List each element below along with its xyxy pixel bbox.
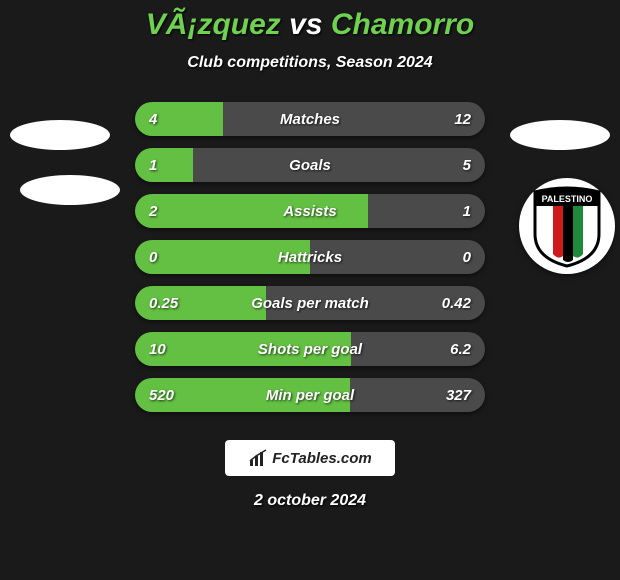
chart-icon: [248, 448, 268, 468]
footer-date: 2 october 2024: [254, 492, 366, 510]
stat-row: 21Assists: [135, 194, 485, 228]
avatar-left-2: [20, 175, 120, 205]
subtitle: Club competitions, Season 2024: [187, 54, 432, 72]
avatar-right-1: [510, 120, 610, 150]
ellipse-placeholder: [510, 120, 610, 150]
avatar-left-1: [10, 120, 110, 150]
title-player1: VÃ¡zquez: [146, 8, 281, 41]
brand-text: FcTables.com: [272, 450, 371, 467]
palestino-shield-icon: PALESTINO: [531, 184, 603, 268]
stat-row: 15Goals: [135, 148, 485, 182]
stat-row: 412Matches: [135, 102, 485, 136]
stat-row: 00Hattricks: [135, 240, 485, 274]
title-vs: vs: [281, 8, 331, 41]
avatar-right-2-crest: PALESTINO: [519, 178, 615, 274]
stat-label: Goals per match: [135, 295, 485, 312]
stat-label: Min per goal: [135, 387, 485, 404]
stat-row: 520327Min per goal: [135, 378, 485, 412]
title-player2: Chamorro: [331, 8, 474, 41]
page-title: VÃ¡zquez vs Chamorro: [146, 8, 474, 42]
stat-row: 0.250.42Goals per match: [135, 286, 485, 320]
stats-list: 412Matches 15Goals 21Assists 00Hattricks 0.2…: [135, 102, 485, 412]
stat-label: Matches: [135, 111, 485, 128]
stat-row: 106.2Shots per goal: [135, 332, 485, 366]
brand-badge: FcTables.com: [225, 440, 395, 476]
stat-label: Assists: [135, 203, 485, 220]
stat-label: Goals: [135, 157, 485, 174]
team-crest: PALESTINO: [519, 178, 615, 274]
stat-label: Shots per goal: [135, 341, 485, 358]
ellipse-placeholder: [20, 175, 120, 205]
svg-text:PALESTINO: PALESTINO: [542, 194, 593, 204]
ellipse-placeholder: [10, 120, 110, 150]
stat-label: Hattricks: [135, 249, 485, 266]
